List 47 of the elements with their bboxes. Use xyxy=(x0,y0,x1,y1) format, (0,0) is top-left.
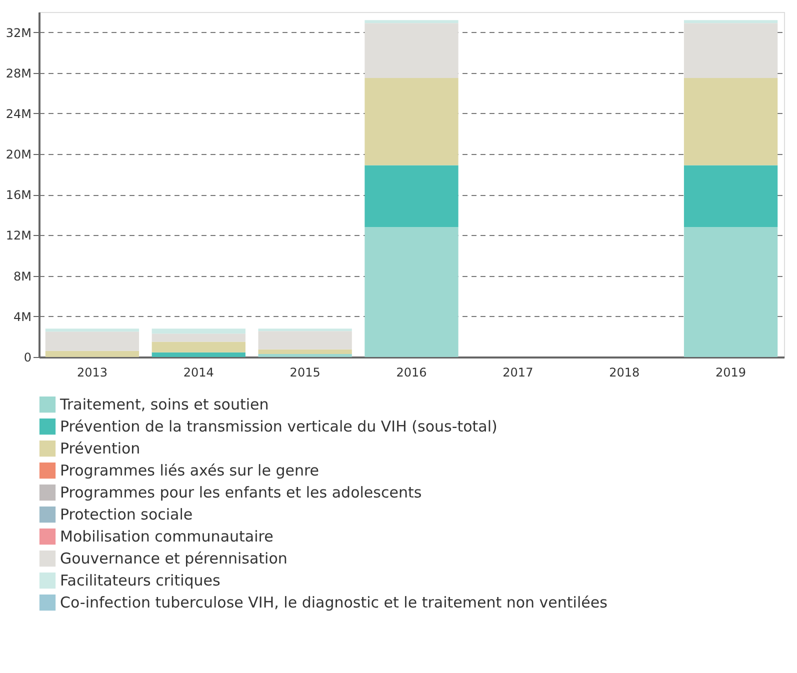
legend-label: Prévention de la transmission verticale du VIH (sous-total) xyxy=(60,418,498,436)
bar xyxy=(45,328,140,332)
legend-label: Prévention xyxy=(60,440,140,458)
legend-label: Programmes pour les enfants et les adolescents xyxy=(60,484,422,502)
bar xyxy=(45,350,140,357)
bar xyxy=(152,334,246,342)
bar xyxy=(684,227,778,357)
bar xyxy=(258,349,352,354)
legend-label: Protection sociale xyxy=(60,506,193,524)
bar xyxy=(364,165,458,228)
y-tick-label: 4M xyxy=(14,310,32,324)
legend-label: Programmes liés axés sur le genre xyxy=(60,462,320,480)
x-tick-label: 2016 xyxy=(396,366,427,380)
y-tick-label: 0 xyxy=(24,350,32,364)
y-tick-label: 32M xyxy=(6,26,32,40)
bar xyxy=(684,165,778,228)
y-tick-label: 8M xyxy=(14,269,32,284)
bar xyxy=(364,227,458,357)
x-tick-label: 2018 xyxy=(609,366,640,380)
bar xyxy=(364,78,458,166)
x-tick-label: 2013 xyxy=(76,366,108,380)
x-tick-label: 2019 xyxy=(716,366,746,380)
y-tick-label: 20M xyxy=(6,148,32,162)
legend-label: Gouvernance et pérennisation xyxy=(60,550,288,568)
bar xyxy=(364,23,458,78)
bar xyxy=(258,331,352,350)
bar xyxy=(152,328,246,334)
legend-label: Facilitateurs critiques xyxy=(60,572,221,590)
bar xyxy=(258,328,352,332)
bar xyxy=(364,20,458,24)
x-tick-label: 2017 xyxy=(502,366,534,380)
legend-label: Co-infection tuberculose VIH, le diagnostic et le traitement non ventilées xyxy=(60,594,608,612)
bar xyxy=(152,342,246,352)
bar xyxy=(45,332,140,351)
bar xyxy=(258,354,352,357)
bar xyxy=(684,23,778,78)
legend-label: Traitement, soins et soutien xyxy=(59,396,269,414)
y-tick-label: 16M xyxy=(6,188,32,202)
bar xyxy=(684,20,778,24)
x-tick-label: 2014 xyxy=(183,366,214,380)
x-tick-label: 2015 xyxy=(290,366,320,380)
y-tick-label: 24M xyxy=(6,106,32,121)
bar xyxy=(684,78,778,166)
bar xyxy=(152,352,246,357)
y-tick-label: 12M xyxy=(6,228,32,243)
y-tick-label: 28M xyxy=(6,66,32,80)
legend-label: Mobilisation communautaire xyxy=(60,528,274,546)
